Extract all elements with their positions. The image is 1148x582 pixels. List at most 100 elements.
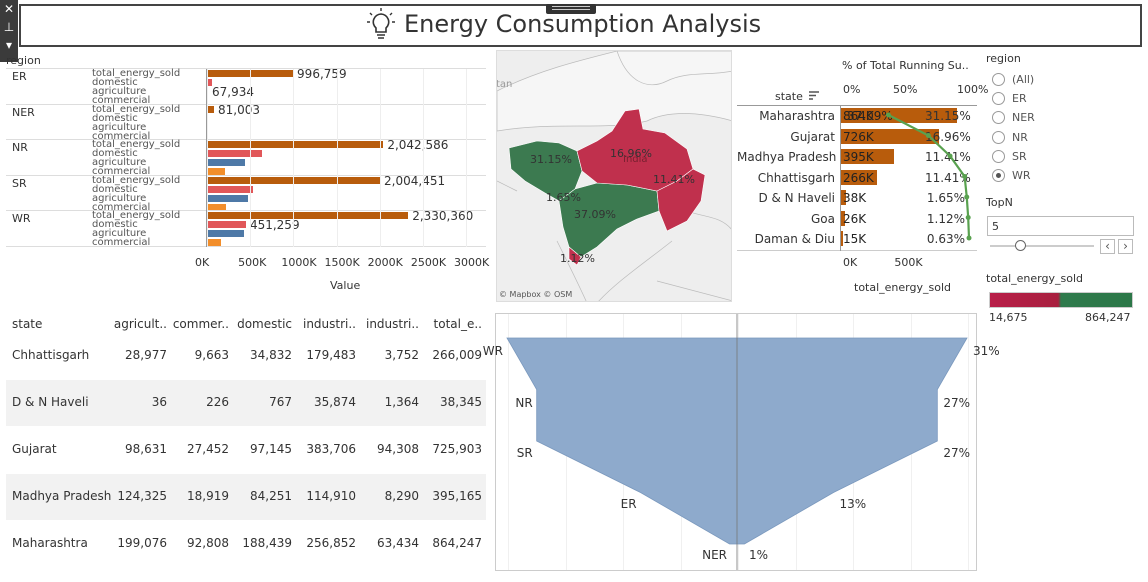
table-cell: 1,364 [384, 395, 419, 409]
state-energy-bar[interactable] [841, 190, 847, 205]
state-energy-bar[interactable] [841, 231, 844, 246]
topn-input[interactable] [987, 216, 1134, 236]
bar-sr-agriculture[interactable] [207, 194, 248, 202]
table-header-state[interactable]: state [12, 317, 43, 331]
running-pct-label: 16.96% [925, 129, 971, 144]
table-row[interactable]: Chhattisgarh 28,977 9,663 34,832 179,483 3,75… [6, 333, 486, 379]
region-option-label[interactable]: WR [1012, 169, 1031, 182]
map-label-goa: 1.12% [560, 252, 595, 265]
table-cell-state: D & N Haveli [12, 395, 89, 409]
region-radio-er[interactable] [992, 92, 1005, 106]
table-cell: 124,325 [117, 489, 167, 503]
x-tick-label: 1000K [281, 256, 317, 269]
state-data-table[interactable]: state agricult.. commer.. domestic industri.… [0, 310, 490, 580]
state-axis-title: total_energy_sold [854, 281, 951, 294]
state-energy-bar[interactable] [841, 169, 877, 185]
bar-wr-domestic[interactable] [207, 221, 246, 228]
state-row-label: Madhya Pradesh [737, 150, 837, 164]
next-button[interactable]: › [1118, 239, 1133, 254]
table-cell: 725,903 [432, 442, 482, 456]
map-label-dn-haveli: 1.65% [546, 191, 581, 204]
bar-er-domestic[interactable] [207, 79, 213, 86]
bar-wr-agriculture[interactable] [207, 230, 245, 237]
funnel-region-label: NR [515, 396, 533, 410]
table-row[interactable]: Madhya Pradesh 124,325 18,919 84,251 114,910… [6, 474, 486, 520]
region-row-separator [6, 68, 486, 69]
table-header-cell[interactable]: commer.. [172, 317, 229, 331]
table-cell: 3,752 [384, 348, 419, 362]
table-cell: 395,165 [432, 489, 482, 503]
table-header-cell[interactable]: domestic [237, 317, 292, 331]
india-map[interactable]: tan India 31.15% 16.96% 11.41% 1.65% 37.… [496, 50, 732, 302]
pin-icon[interactable]: ⊥ [3, 20, 15, 34]
region-funnel-chart[interactable]: WR 31% NR 27% SR 27% ER 13% NER 1% [483, 313, 1000, 571]
pct-tick-label: 100% [957, 83, 989, 96]
running-pct-point[interactable] [964, 194, 970, 200]
table-row[interactable]: Maharashtra 199,076 92,808 188,439 256,852 63… [6, 521, 486, 567]
funnel-region-label: ER [620, 497, 637, 511]
state-energy-bar[interactable] [841, 210, 845, 226]
bar-nr-total-energy-sold[interactable] [207, 141, 384, 148]
bar-ner-total-energy-sold[interactable] [207, 105, 214, 113]
close-icon[interactable]: ✕ [3, 2, 15, 16]
funnel-pct-label: 1% [749, 548, 769, 562]
region-option-label[interactable]: NR [1012, 130, 1028, 144]
measure-label: agriculture [92, 192, 147, 204]
drag-handle[interactable] [546, 4, 596, 14]
more-options-icon[interactable]: ▾ [5, 38, 13, 52]
table-row[interactable]: Gujarat 98,631 27,452 97,145 383,706 94,308 72… [6, 427, 486, 473]
state-value-label: 26K [843, 211, 867, 226]
sort-icon[interactable] [808, 90, 820, 101]
bar-nr-agriculture[interactable] [207, 159, 245, 166]
topn-slider-thumb[interactable] [1015, 240, 1026, 251]
table-cell: 256,852 [306, 536, 356, 550]
measure-label: total_energy_sold [92, 103, 181, 115]
lightbulb-icon [367, 8, 395, 39]
region-radio-ner[interactable] [992, 111, 1005, 125]
region-bar-chart[interactable]: region Value ER total_energy_sold 996,759 d… [0, 50, 490, 300]
x-tick-label: 3000K [454, 256, 490, 269]
region-option-label[interactable]: NER [1012, 111, 1035, 125]
bar-value-label: 2,330,360 [412, 209, 474, 223]
table-header-cell[interactable]: agricult.. [113, 317, 167, 331]
table-row[interactable]: D & N Haveli 36 226 767 35,874 1,364 38,345 [6, 380, 486, 426]
bar-sr-domestic[interactable] [207, 185, 253, 193]
state-energy-bar[interactable] [841, 149, 895, 164]
table-header-cell[interactable]: industri.. [302, 317, 356, 331]
funnel-pct-label: 31% [973, 344, 1000, 358]
x-gridline [250, 69, 252, 247]
region-radio-all[interactable] [992, 73, 1005, 86]
running-pct-point[interactable] [966, 235, 972, 241]
region-radio-wr[interactable] [992, 169, 1005, 182]
funnel-region-label: WR [482, 344, 503, 358]
region-option-label[interactable]: ER [1012, 92, 1027, 106]
running-pct-point[interactable] [965, 215, 971, 220]
region-radio-nr[interactable] [992, 130, 1005, 144]
bar-value-label: 996,759 [297, 67, 347, 81]
region-option-label[interactable]: SR [1012, 149, 1027, 163]
state-row-label: Daman & Diu [754, 232, 835, 246]
topn-slider-track[interactable] [990, 245, 1094, 247]
table-header-cell[interactable]: industri.. [365, 317, 419, 331]
bar-er-total-energy-sold[interactable] [207, 70, 294, 77]
bar-wr-total-energy-sold[interactable] [207, 212, 409, 219]
region-label: NER [12, 105, 35, 119]
table-cell-state: Gujarat [12, 442, 57, 456]
bar-sr-commercial[interactable] [207, 203, 226, 211]
x-tick-label: 500K [238, 256, 267, 269]
measure-label: domestic [92, 112, 138, 124]
region-radio-sr[interactable] [992, 149, 1005, 163]
region-option-label[interactable]: (All) [1012, 73, 1035, 86]
state-bar-chart[interactable]: % of Total Running Su.. state total_ener… [737, 50, 988, 302]
bar-nr-commercial[interactable] [207, 168, 226, 175]
bar-wr-commercial[interactable] [207, 239, 221, 246]
floating-toolbar[interactable]: ✕ ⊥ ▾ [0, 0, 18, 62]
pct-tick-label: 0% [843, 83, 861, 96]
map-attribution: © Mapbox © OSM [499, 290, 573, 299]
running-pct-label: 31.15% [925, 109, 971, 123]
table-cell: 94,308 [377, 442, 419, 456]
measure-label: agriculture [92, 121, 147, 133]
prev-button[interactable]: ‹ [1100, 239, 1115, 254]
bar-nr-domestic[interactable] [207, 150, 263, 157]
table-header-cell[interactable]: total_e.. [433, 317, 482, 331]
